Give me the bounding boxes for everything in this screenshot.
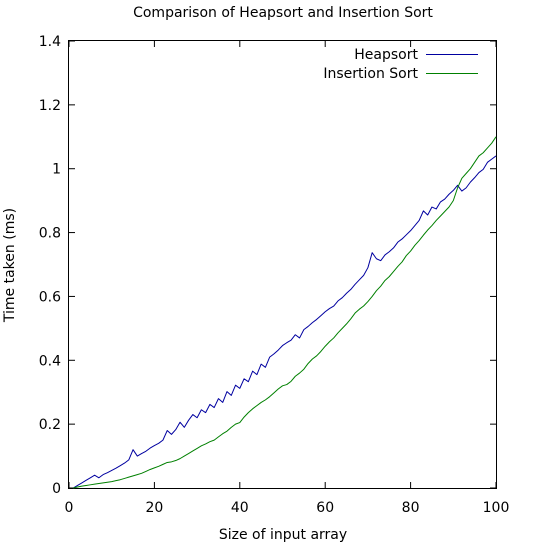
y-tick-label: 1.2 (39, 98, 61, 114)
x-tick-label: 20 (145, 500, 163, 516)
series-layer (73, 136, 497, 489)
series-line-insertion-sort (73, 136, 497, 489)
legend-label-heapsort: Heapsort (354, 47, 418, 63)
y-tick-label: 1.4 (39, 34, 61, 50)
x-tick-label: 100 (483, 500, 510, 516)
x-tick-label: 60 (316, 500, 334, 516)
y-axis: 0 0.2 0.4 0.6 0.8 1 1.2 1.4 (39, 34, 496, 497)
y-tick-label: 1 (52, 162, 61, 178)
chart-title: Comparison of Heapsort and Insertion Sor… (133, 5, 433, 21)
x-axis: 0 20 40 60 80 100 (65, 41, 510, 516)
x-tick-label: 80 (402, 500, 420, 516)
y-axis-label: Time taken (ms) (2, 208, 18, 323)
x-axis-label: Size of input array (219, 527, 347, 543)
x-tick-label: 0 (65, 500, 74, 516)
y-tick-label: 0.6 (39, 289, 61, 305)
legend: Heapsort Insertion Sort (323, 47, 478, 82)
y-tick-label: 0.4 (39, 353, 61, 369)
plot-frame (68, 40, 497, 489)
series-line-heapsort (73, 155, 497, 489)
y-tick-label: 0.8 (39, 226, 61, 242)
y-tick-label: 0 (52, 481, 61, 497)
x-tick-label: 40 (231, 500, 249, 516)
legend-label-insertion-sort: Insertion Sort (323, 66, 418, 82)
y-tick-label: 0.2 (39, 417, 61, 433)
